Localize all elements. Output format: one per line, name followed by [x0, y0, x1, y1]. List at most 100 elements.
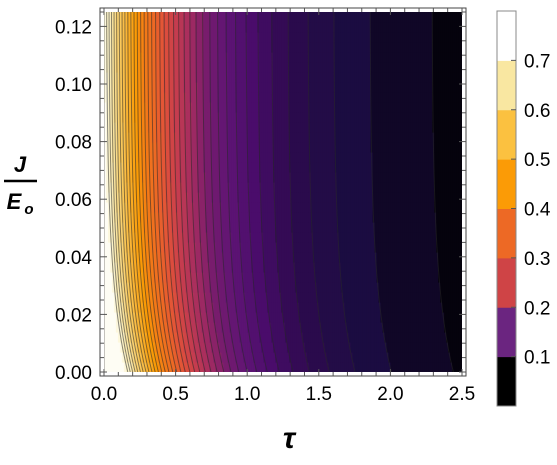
contour-cell [366, 172, 370, 183]
contour-cell [141, 12, 145, 23]
contour-cell [201, 172, 205, 183]
contour-cell [241, 182, 244, 193]
contour-cell [183, 12, 187, 23]
contour-cell [338, 62, 342, 73]
contour-cell [235, 292, 238, 303]
contour-cell [223, 212, 226, 223]
contour-cell [302, 42, 306, 53]
contour-cell [261, 262, 264, 273]
contour-cell [320, 232, 324, 243]
contour-cell [123, 282, 127, 293]
contour-cell [340, 82, 344, 93]
contour-cell [372, 62, 376, 73]
contour-cell [372, 112, 376, 123]
contour-cell [269, 292, 272, 303]
contour-cell [229, 262, 232, 273]
contour-cell [273, 362, 276, 372]
contour-cell [147, 32, 151, 43]
contour-cell [107, 342, 111, 353]
contour-cell [243, 322, 246, 333]
contour-cell [352, 112, 356, 123]
contour-cell [225, 312, 228, 323]
contour-cell [304, 302, 308, 313]
contour-cell [358, 72, 362, 83]
contour-cell [372, 302, 376, 313]
contour-cell [165, 182, 169, 193]
contour-cell [129, 312, 133, 323]
contour-cell [316, 102, 320, 113]
contour-cell [187, 182, 191, 193]
contour-cell [157, 82, 161, 93]
contour-cell [155, 32, 159, 43]
contour-cell [267, 92, 270, 103]
contour-cell [292, 152, 296, 163]
contour-cell [376, 362, 380, 372]
contour-cell [171, 332, 175, 343]
contour-cell [269, 282, 272, 293]
contour-cell [306, 132, 310, 143]
contour-cell [265, 22, 268, 33]
contour-cell [332, 142, 336, 153]
contour-cell [290, 172, 294, 183]
contour-cell [143, 182, 147, 193]
contour-cell [344, 102, 348, 113]
contour-cell [378, 222, 382, 233]
contour-cell [251, 82, 254, 93]
contour-cell [223, 52, 226, 63]
contour-cell [298, 272, 302, 283]
contour-cell [207, 142, 211, 153]
contour-cell [211, 142, 214, 153]
contour-cell [300, 272, 304, 283]
contour-cell [197, 232, 201, 243]
contour-cell [294, 252, 298, 263]
contour-cell [310, 72, 314, 83]
contour-cell [203, 222, 207, 233]
contour-cell [348, 62, 352, 73]
contour-cell [205, 142, 209, 153]
contour-cell [131, 32, 135, 43]
contour-cell [175, 62, 179, 73]
contour-cell [239, 302, 242, 313]
contour-cell [300, 152, 304, 163]
contour-cell [127, 182, 131, 193]
contour-cell [213, 162, 216, 173]
contour-cell [147, 172, 151, 183]
contour-cell [358, 212, 362, 223]
contour-cell [255, 352, 258, 363]
contour-cell [177, 332, 181, 343]
contour-cell [223, 142, 226, 153]
contour-cell [147, 362, 151, 372]
contour-cell [352, 192, 356, 203]
contour-cell [235, 272, 238, 283]
contour-cell [346, 62, 350, 73]
contour-cell [209, 52, 212, 63]
contour-cell [332, 172, 336, 183]
contour-cell [356, 82, 360, 93]
contour-cell [366, 222, 370, 233]
contour-cell [253, 82, 256, 93]
contour-cell [328, 212, 332, 223]
contour-cell [147, 212, 151, 223]
contour-cell [195, 162, 199, 173]
contour-cell [207, 302, 211, 313]
contour-cell [298, 212, 302, 223]
contour-cell [348, 222, 352, 233]
contour-cell [352, 142, 356, 153]
contour-cell [312, 302, 316, 313]
contour-cell [233, 172, 236, 183]
contour-cell [310, 32, 314, 43]
contour-cell [338, 172, 342, 183]
contour-cell [275, 72, 278, 83]
contour-cell [137, 32, 141, 43]
contour-cell [231, 192, 234, 203]
contour-cell [195, 152, 199, 163]
contour-cell [159, 262, 163, 273]
contour-cell [131, 62, 135, 73]
contour-cell [366, 102, 370, 113]
contour-cell [111, 122, 115, 133]
contour-cell [284, 222, 288, 233]
contour-cell [360, 322, 364, 333]
contour-cell [296, 92, 300, 103]
contour-cell [253, 112, 256, 123]
contour-cell [129, 142, 133, 153]
